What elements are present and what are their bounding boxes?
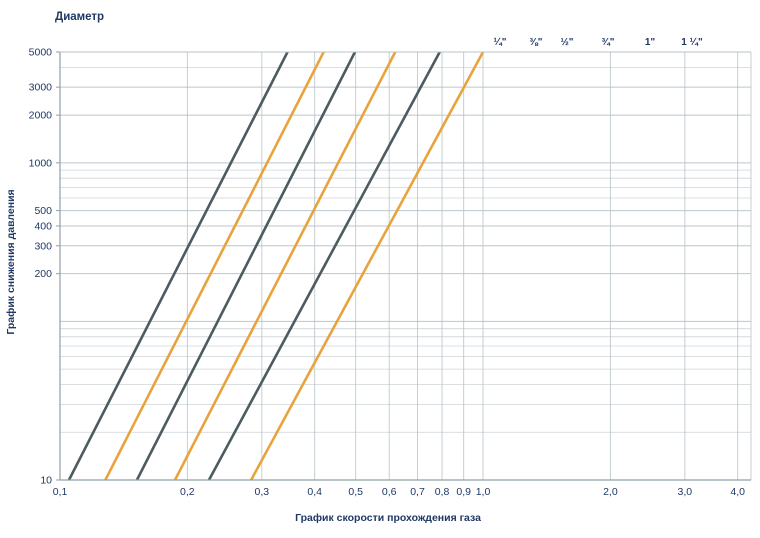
chart-title: Диаметр [55, 11, 104, 23]
y-tick-label: 10 [40, 475, 52, 487]
series-line-1 [67, 52, 289, 480]
x-axis-title: График скорости прохождения газа [295, 512, 481, 524]
y-tick-label: 200 [34, 268, 52, 280]
x-tick-label: 0,1 [53, 486, 68, 498]
x-tick-labels: 0,1 0,2 0,3 0,4 0,5 0,6 0,7 0,8 0,9 1,0 2,0 3,0 4,0 [53, 486, 745, 498]
x-tick-label: 0,6 [382, 486, 397, 498]
series-label-4: ¾" [601, 37, 614, 48]
x-tick-label: 0,7 [410, 486, 425, 498]
series-label-5: 1" [645, 37, 656, 48]
series-label-1: ¼" [493, 37, 506, 48]
x-tick-label: 2,0 [603, 486, 618, 498]
x-tick-label: 0,5 [348, 486, 363, 498]
y-tick-label: 400 [34, 220, 52, 232]
series-line-2 [104, 52, 325, 480]
x-tick-label: 0,9 [456, 486, 471, 498]
x-tick-label: 0,2 [180, 486, 195, 498]
series-line-4 [173, 52, 397, 480]
x-tick-label: 0,8 [435, 486, 450, 498]
x-tick-label: 1,0 [476, 486, 491, 498]
x-tick-label: 4,0 [730, 486, 745, 498]
series-label-2: ⅜" [529, 37, 542, 48]
x-tick-label: 3,0 [678, 486, 693, 498]
x-tick-label: 0,4 [307, 486, 322, 498]
series-lines-layer [67, 52, 485, 480]
series-label-3: ½" [560, 37, 573, 48]
y-tick-label: 5000 [29, 47, 53, 59]
series-line-3 [135, 52, 357, 480]
series-line-6 [249, 52, 485, 480]
series-labels: ¼" ⅜" ½" ¾" 1" 1 ¼" [493, 37, 703, 48]
axis-layer [59, 51, 751, 481]
y-axis-title: График снижения давления [5, 189, 17, 334]
y-tick-label: 500 [34, 205, 52, 217]
x-tick-label: 0,3 [255, 486, 270, 498]
y-tick-label: 3000 [29, 82, 53, 94]
y-tick-labels: 5000 3000 2000 1000 500 400 300 200 10 [29, 47, 60, 487]
series-label-6: 1 ¼" [681, 37, 703, 48]
y-tick-label: 300 [34, 240, 52, 252]
series-line-5 [207, 52, 441, 480]
y-tick-label: 1000 [29, 157, 53, 169]
y-tick-label: 2000 [29, 110, 53, 122]
